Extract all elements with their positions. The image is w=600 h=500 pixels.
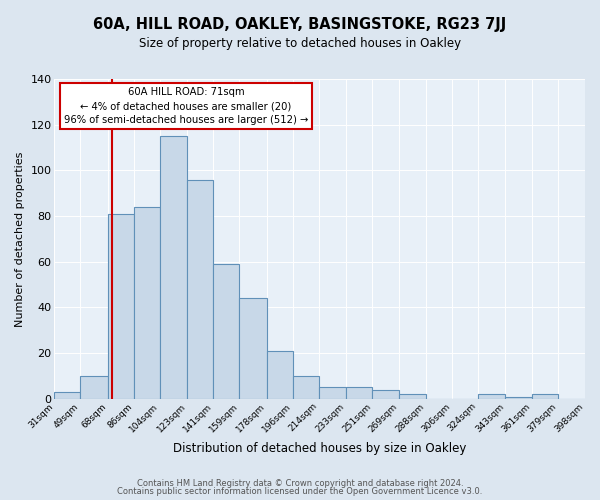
Bar bbox=[80, 376, 108, 399]
Text: Contains HM Land Registry data © Crown copyright and database right 2024.: Contains HM Land Registry data © Crown c… bbox=[137, 478, 463, 488]
Bar bbox=[398, 394, 426, 399]
Text: 60A, HILL ROAD, OAKLEY, BASINGSTOKE, RG23 7JJ: 60A, HILL ROAD, OAKLEY, BASINGSTOKE, RG2… bbox=[94, 18, 506, 32]
Bar bbox=[346, 388, 373, 399]
Bar bbox=[293, 376, 319, 399]
Bar bbox=[214, 264, 239, 399]
Bar bbox=[55, 392, 80, 399]
X-axis label: Distribution of detached houses by size in Oakley: Distribution of detached houses by size … bbox=[173, 442, 466, 455]
Bar bbox=[160, 136, 187, 399]
Bar bbox=[373, 390, 398, 399]
Y-axis label: Number of detached properties: Number of detached properties bbox=[15, 151, 25, 326]
Bar bbox=[319, 388, 346, 399]
Text: 60A HILL ROAD: 71sqm
← 4% of detached houses are smaller (20)
96% of semi-detach: 60A HILL ROAD: 71sqm ← 4% of detached ho… bbox=[64, 88, 308, 126]
Bar bbox=[478, 394, 505, 399]
Bar bbox=[134, 207, 160, 399]
Bar bbox=[108, 214, 134, 399]
Bar bbox=[239, 298, 267, 399]
Bar bbox=[267, 351, 293, 399]
Text: Contains public sector information licensed under the Open Government Licence v3: Contains public sector information licen… bbox=[118, 487, 482, 496]
Bar bbox=[532, 394, 557, 399]
Text: Size of property relative to detached houses in Oakley: Size of property relative to detached ho… bbox=[139, 38, 461, 51]
Bar bbox=[505, 396, 532, 399]
Bar bbox=[187, 180, 214, 399]
